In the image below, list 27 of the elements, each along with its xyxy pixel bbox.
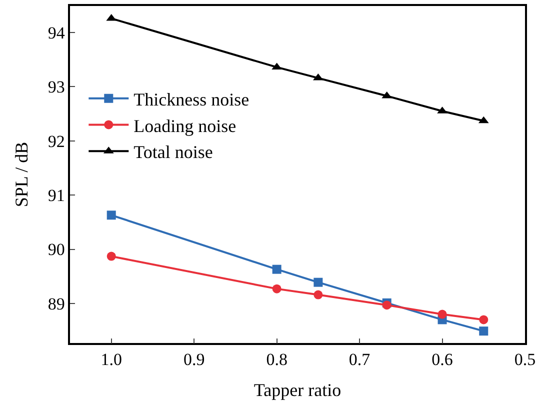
point (479, 326, 488, 336)
point (314, 290, 323, 300)
legend-label: Thickness noise (134, 89, 250, 110)
x-tick-label: 0.5 (514, 350, 536, 370)
point (106, 252, 116, 261)
y-tick-label: 91 (48, 186, 65, 206)
point (382, 300, 392, 310)
x-tick-label: 0.6 (432, 350, 453, 370)
legend-label: Total noise (134, 142, 213, 162)
legend-label: Loading noise (134, 116, 236, 136)
x-tick-label: 0.7 (348, 350, 371, 370)
x-tick-label: 0.9 (183, 350, 205, 370)
y-tick-label: 93 (48, 78, 65, 97)
point (106, 210, 116, 220)
point (272, 264, 282, 274)
y-axis-title: SPL / dB (12, 142, 32, 208)
point (479, 315, 488, 324)
y-tick-label: 90 (48, 240, 65, 260)
point (314, 278, 323, 287)
point (438, 310, 447, 319)
y-tick-label: 92 (48, 132, 65, 151)
point (272, 284, 282, 294)
x-tick-label: 0.8 (266, 350, 288, 370)
x-axis-title: Tapper ratio (254, 380, 342, 400)
y-tick-label: 94 (48, 24, 66, 42)
x-tick-label: 1.0 (100, 350, 122, 370)
y-tick-label: 89 (48, 294, 65, 314)
